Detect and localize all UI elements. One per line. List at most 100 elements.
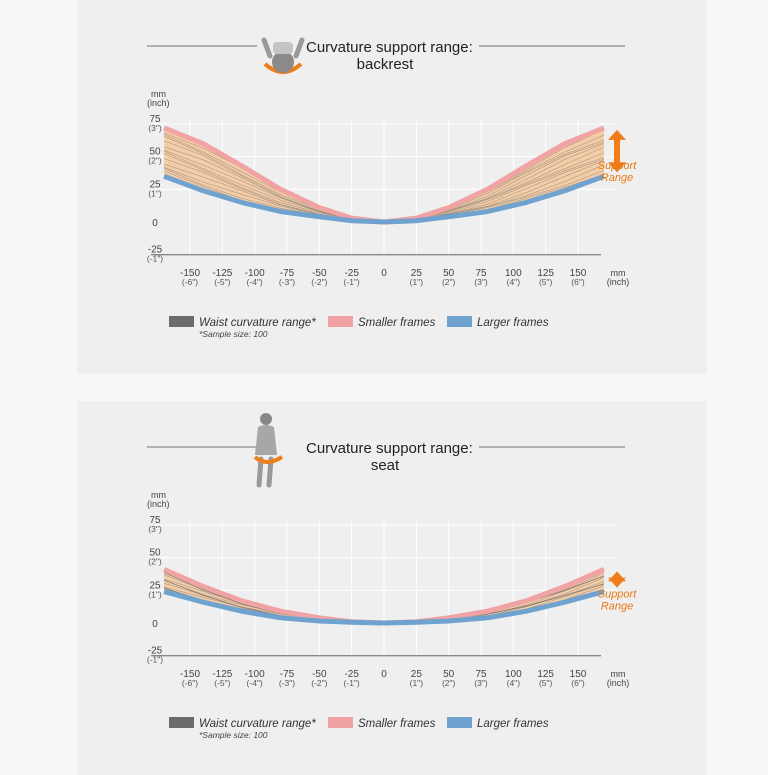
y-tick-sublabel: (-1") [147, 655, 163, 665]
x-tick-label: 100 [505, 268, 522, 279]
x-tick-label: -50 [312, 268, 327, 279]
x-tick-sublabel: (-4") [247, 277, 263, 287]
y-tick-sublabel: (1") [148, 188, 162, 198]
torso-shape [255, 425, 277, 455]
y-tick-label: -25 [148, 646, 163, 657]
y-tick-label: -25 [148, 245, 163, 256]
x-tick-label: 125 [537, 669, 554, 680]
x-unit-inch: (inch) [607, 277, 630, 287]
x-tick-sublabel: (-6") [182, 277, 198, 287]
x-tick-label: -150 [180, 268, 200, 279]
x-tick-sublabel: (-4") [247, 678, 263, 688]
x-tick-sublabel: (-2") [311, 277, 327, 287]
x-tick-sublabel: (-3") [279, 678, 295, 688]
range-label: Range [601, 601, 633, 613]
legend-label: Smaller frames [358, 718, 436, 730]
y-tick-sublabel: (2") [148, 156, 162, 166]
x-tick-label: -75 [280, 268, 295, 279]
x-tick-sublabel: (-6") [182, 678, 198, 688]
x-tick-sublabel: (4") [507, 277, 521, 287]
person-sitting-backrest-icon [261, 37, 305, 74]
chart-title: Curvature support range: [306, 440, 473, 457]
support-label: Support [598, 589, 637, 601]
arrow-head-down [608, 162, 626, 173]
larger-frames-line [163, 173, 605, 225]
x-tick-label: 50 [443, 268, 455, 279]
y-tick-sublabel: (3") [148, 524, 162, 534]
legend-label: Smaller frames [358, 317, 436, 329]
chart-subtitle: backrest [357, 56, 415, 73]
double-arrow-icon [608, 571, 626, 588]
y-tick-label: 0 [152, 619, 158, 630]
x-tick-label: 75 [475, 268, 487, 279]
arrow-shaft [614, 138, 620, 164]
x-tick-label: -25 [344, 268, 359, 279]
legend-label: Larger frames [477, 317, 549, 329]
chart-subtitle: seat [371, 457, 400, 474]
larger-frames-line [163, 589, 605, 626]
x-unit-mm: mm [611, 268, 626, 278]
x-tick-label: 50 [443, 669, 455, 680]
head-shape [272, 51, 294, 73]
range-label: Range [601, 172, 633, 184]
legend-label: Larger frames [477, 718, 549, 730]
head-shape [260, 413, 272, 425]
y-tick-label: 0 [152, 218, 158, 229]
sample-size-note: *Sample size: 100 [199, 730, 268, 740]
seat-arc [253, 455, 284, 464]
y-unit-mm: mm [151, 89, 166, 99]
x-tick-sublabel: (4") [507, 678, 521, 688]
x-tick-sublabel: (-1") [344, 678, 360, 688]
body-shape [273, 42, 293, 54]
arrow-head-down [608, 577, 626, 588]
x-tick-label: 25 [411, 669, 423, 680]
backrest-chart-panel: Curvature support range: backrest mm (inch)… [77, 0, 707, 374]
x-tick-sublabel: (5") [539, 678, 553, 688]
x-tick-label: 150 [570, 268, 587, 279]
y-tick-sublabel: (2") [148, 557, 162, 567]
legend-label: Waist curvature range* [199, 718, 316, 730]
chart-svg: Curvature support range:seatmm(inch)75(3… [147, 413, 637, 740]
x-tick-label: 75 [475, 669, 487, 680]
x-tick-sublabel: (-5") [214, 678, 230, 688]
y-tick-label: 50 [149, 548, 161, 559]
y-unit-inch: (inch) [147, 98, 170, 108]
x-unit-inch: (inch) [607, 678, 630, 688]
x-tick-sublabel: (3") [474, 277, 488, 287]
x-tick-label: 100 [505, 669, 522, 680]
x-tick-sublabel: (5") [539, 277, 553, 287]
seat-chart-panel: Curvature support range: seat mm (inch) 75 (3… [77, 401, 707, 775]
legend-swatch [328, 717, 353, 728]
chart-svg: Curvature support range:backrestmm(inch)… [147, 37, 637, 339]
y-tick-label: 50 [149, 147, 161, 158]
x-tick-sublabel: (6") [571, 277, 585, 287]
y-tick-label: 75 [149, 515, 161, 526]
x-tick-label: 0 [381, 268, 387, 279]
legend-swatch [447, 316, 472, 327]
x-tick-label: 150 [570, 669, 587, 680]
x-tick-label: -100 [245, 268, 265, 279]
y-tick-label: 25 [149, 580, 161, 591]
person-sitting-seat-icon [253, 413, 284, 488]
x-tick-label: -50 [312, 669, 327, 680]
x-tick-label: -100 [245, 669, 265, 680]
y-tick-sublabel: (3") [148, 123, 162, 133]
sample-size-note: *Sample size: 100 [199, 329, 268, 339]
double-arrow-icon [608, 129, 626, 173]
y-tick-label: 75 [149, 114, 161, 125]
arms-shape [261, 37, 305, 59]
arrow-head-up [608, 129, 626, 140]
legend-swatch [169, 717, 194, 728]
x-tick-label: 25 [411, 268, 423, 279]
x-tick-label: -75 [280, 669, 295, 680]
x-tick-sublabel: (2") [442, 678, 456, 688]
y-unit-mm: mm [151, 490, 166, 500]
legend-swatch [169, 316, 194, 327]
x-tick-sublabel: (-1") [344, 277, 360, 287]
x-tick-label: -125 [212, 669, 232, 680]
x-tick-label: -125 [212, 268, 232, 279]
legend-swatch [328, 316, 353, 327]
legend-label: Waist curvature range* [199, 317, 316, 329]
waist-range-band [164, 127, 604, 222]
x-tick-sublabel: (-3") [279, 277, 295, 287]
